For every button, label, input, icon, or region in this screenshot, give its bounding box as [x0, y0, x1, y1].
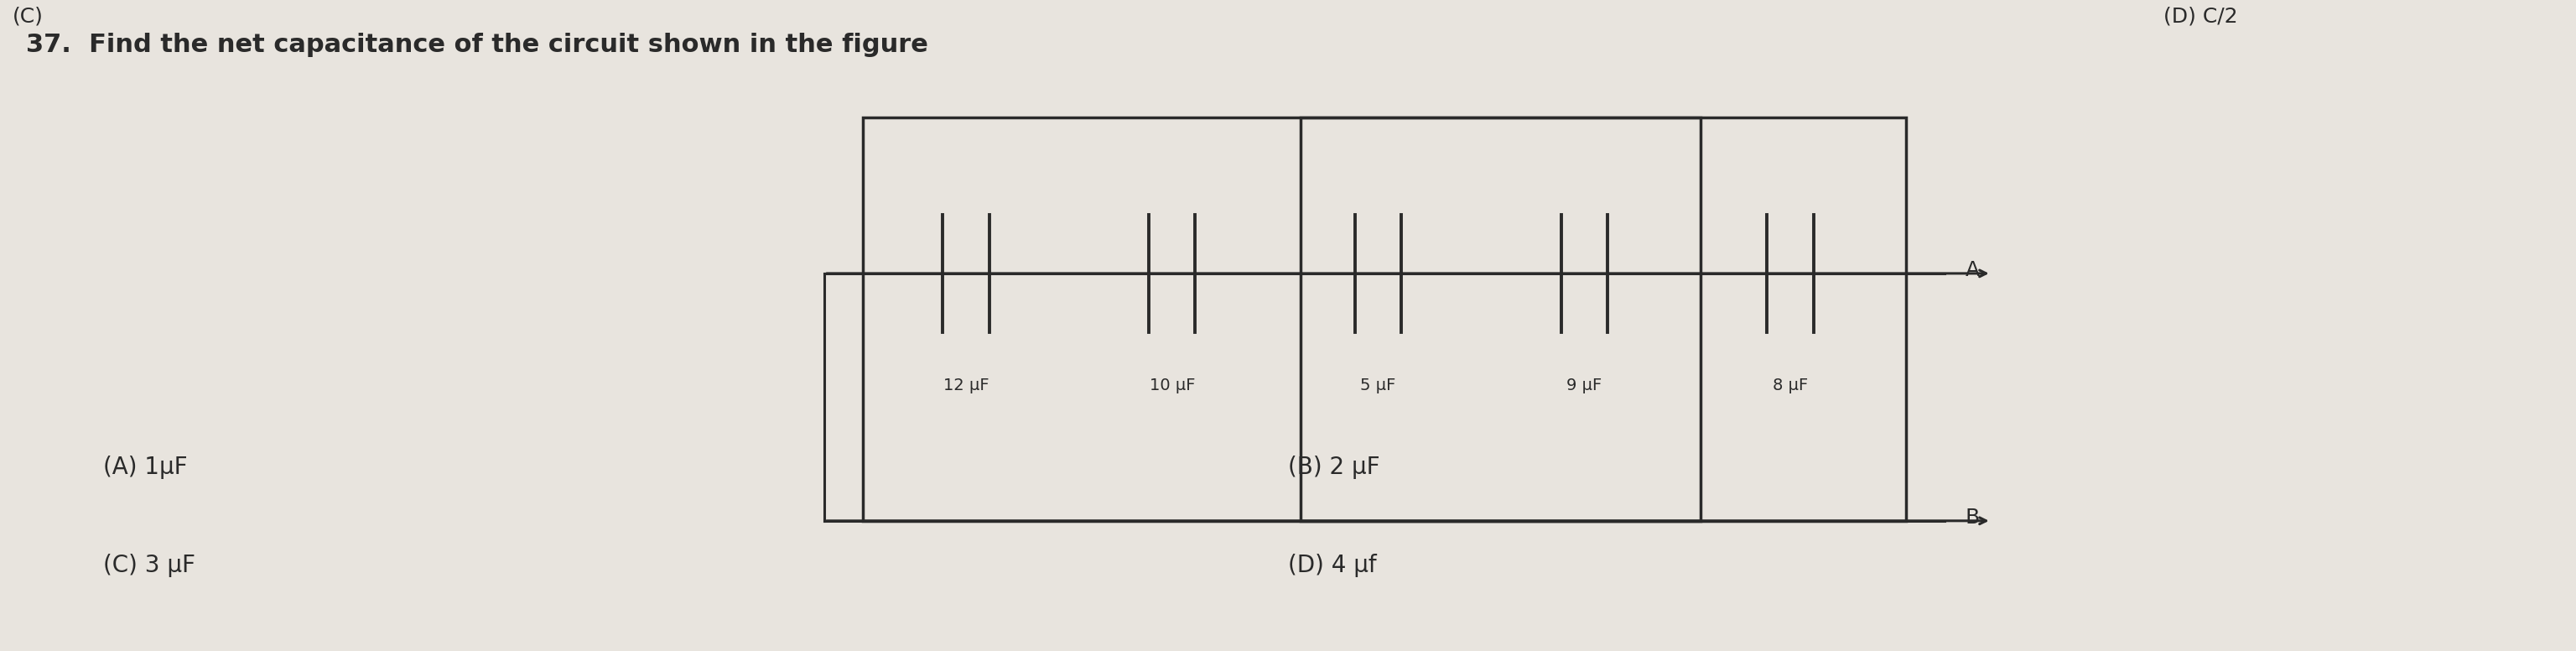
Text: 5 μF: 5 μF: [1360, 378, 1396, 393]
Text: 37.  Find the net capacitance of the circuit shown in the figure: 37. Find the net capacitance of the circ…: [26, 33, 927, 57]
Text: (D) 4 μf: (D) 4 μf: [1288, 553, 1376, 577]
Text: B: B: [1965, 508, 1981, 527]
Bar: [1301, 117, 1700, 521]
Text: 10 μF: 10 μF: [1149, 378, 1195, 393]
Text: (A) 1μF: (A) 1μF: [103, 456, 188, 479]
Text: (B) 2 μF: (B) 2 μF: [1288, 456, 1381, 479]
Text: 8 μF: 8 μF: [1772, 378, 1808, 393]
Text: (D) C/2: (D) C/2: [2164, 7, 2239, 27]
Text: (C): (C): [13, 7, 44, 27]
Text: A: A: [1965, 260, 1981, 280]
Text: (C) 3 μF: (C) 3 μF: [103, 553, 196, 577]
Text: 12 μF: 12 μF: [943, 378, 989, 393]
Bar: [863, 117, 1906, 521]
Text: 9 μF: 9 μF: [1566, 378, 1602, 393]
